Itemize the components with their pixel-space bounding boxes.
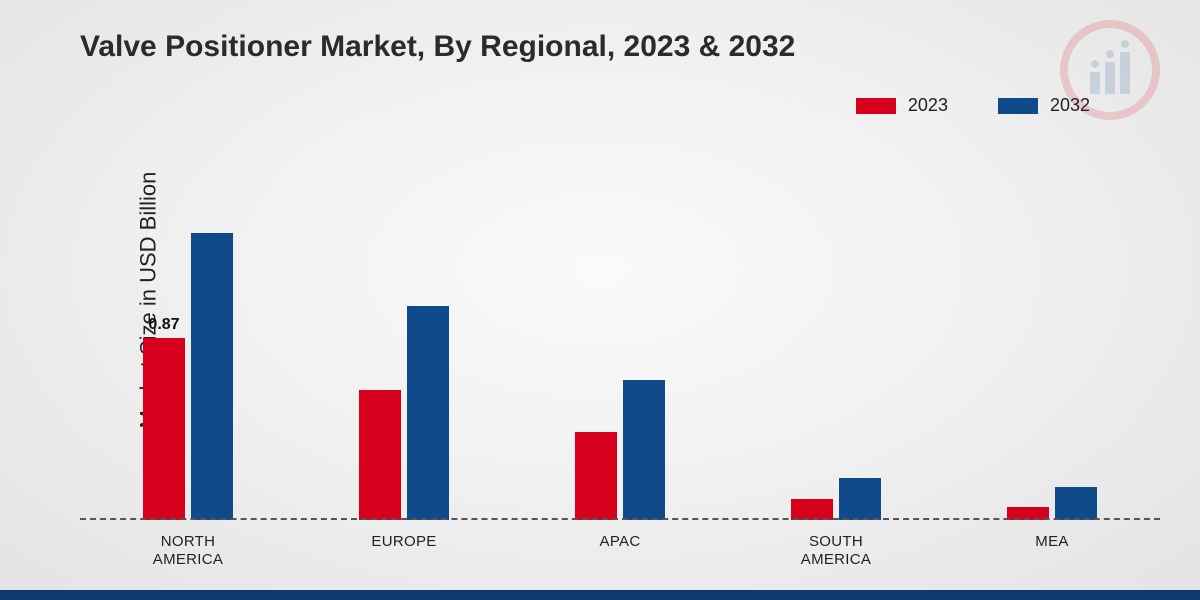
chart-stage: Valve Positioner Market, By Regional, 20… — [0, 0, 1200, 600]
bar-group — [555, 380, 685, 520]
chart-title: Valve Positioner Market, By Regional, 20… — [80, 30, 795, 64]
bar-groups: 0.87 — [80, 185, 1160, 520]
bar-2023 — [575, 432, 617, 520]
x-axis-category-label: MEA — [987, 533, 1117, 571]
x-axis-baseline — [80, 518, 1160, 520]
legend-swatch-2023 — [856, 98, 896, 114]
legend-item-2032: 2032 — [998, 95, 1090, 116]
bar-2023: 0.87 — [143, 338, 185, 520]
bottom-strip — [0, 590, 1200, 600]
bar-2032 — [407, 306, 449, 520]
bar-2023 — [359, 390, 401, 520]
x-axis-category-label: APAC — [555, 533, 685, 571]
x-axis-category-label: EUROPE — [339, 533, 469, 571]
bar-2032 — [191, 233, 233, 520]
bar-2032 — [839, 478, 881, 520]
bar-2032 — [623, 380, 665, 520]
legend-label-2032: 2032 — [1050, 95, 1090, 116]
bar-2032 — [1055, 487, 1097, 521]
legend-label-2023: 2023 — [908, 95, 948, 116]
bar-group: 0.87 — [123, 233, 253, 520]
x-axis-labels: NORTHAMERICA EUROPE APAC SOUTHAMERICA MEA — [80, 533, 1160, 571]
bar-group — [339, 306, 469, 520]
bar-group — [771, 478, 901, 520]
bar-value-label: 0.87 — [148, 316, 179, 334]
bar-2023 — [791, 499, 833, 520]
x-axis-category-label: SOUTHAMERICA — [771, 533, 901, 571]
plot-area: 0.87 — [80, 185, 1160, 520]
legend-swatch-2032 — [998, 98, 1038, 114]
bar-group — [987, 487, 1117, 521]
legend: 2023 2032 — [856, 95, 1090, 116]
x-axis-category-label: NORTHAMERICA — [123, 533, 253, 571]
legend-item-2023: 2023 — [856, 95, 948, 116]
